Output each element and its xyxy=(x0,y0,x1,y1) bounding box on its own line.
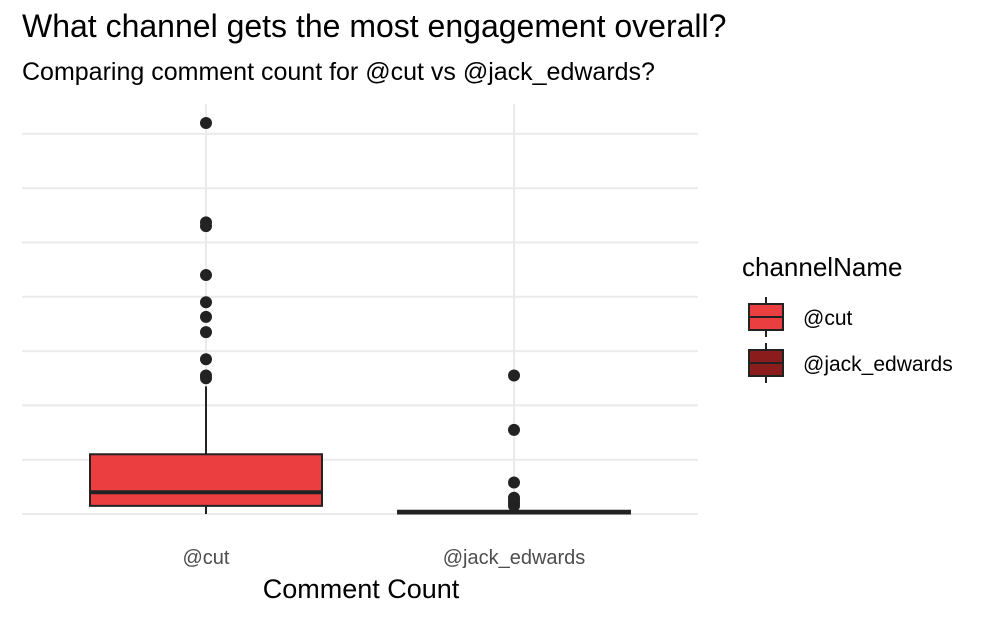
outlier-point xyxy=(508,369,520,382)
outlier-point xyxy=(200,216,212,229)
outlier-point xyxy=(508,491,520,504)
legend-entry-jack_edwards: @jack_edwards xyxy=(748,343,953,383)
legend-entry-cut: @cut xyxy=(748,297,852,337)
outlier-point xyxy=(200,117,212,129)
legend-title: channelName xyxy=(742,252,902,282)
outlier-point xyxy=(200,326,212,339)
outlier-point xyxy=(200,296,212,309)
outlier-point xyxy=(508,423,520,436)
x-axis-ticks: @cut @jack_edwards xyxy=(183,547,586,569)
outlier-point xyxy=(200,369,212,382)
x-tick-label: @cut xyxy=(183,547,230,569)
legend-label: @cut xyxy=(803,307,852,330)
chart-subtitle: Comparing comment count for @cut vs @jac… xyxy=(22,58,655,86)
box-iqr xyxy=(89,453,323,507)
outlier-point xyxy=(200,353,212,366)
x-axis-title: Comment Count xyxy=(263,574,460,604)
outlier-point xyxy=(508,476,520,489)
grid xyxy=(22,104,698,515)
outlier-point xyxy=(200,310,212,323)
boxplots xyxy=(89,117,631,515)
boxplot-jack_edwards xyxy=(397,369,631,515)
outlier-point xyxy=(200,269,212,282)
x-tick-label: @jack_edwards xyxy=(443,547,586,569)
chart-title: What channel gets the most engagement ov… xyxy=(22,8,727,44)
legend-label: @jack_edwards xyxy=(803,353,953,376)
legend: channelName @cut @jack_edwards xyxy=(742,252,953,383)
boxplot-cut xyxy=(89,117,323,514)
